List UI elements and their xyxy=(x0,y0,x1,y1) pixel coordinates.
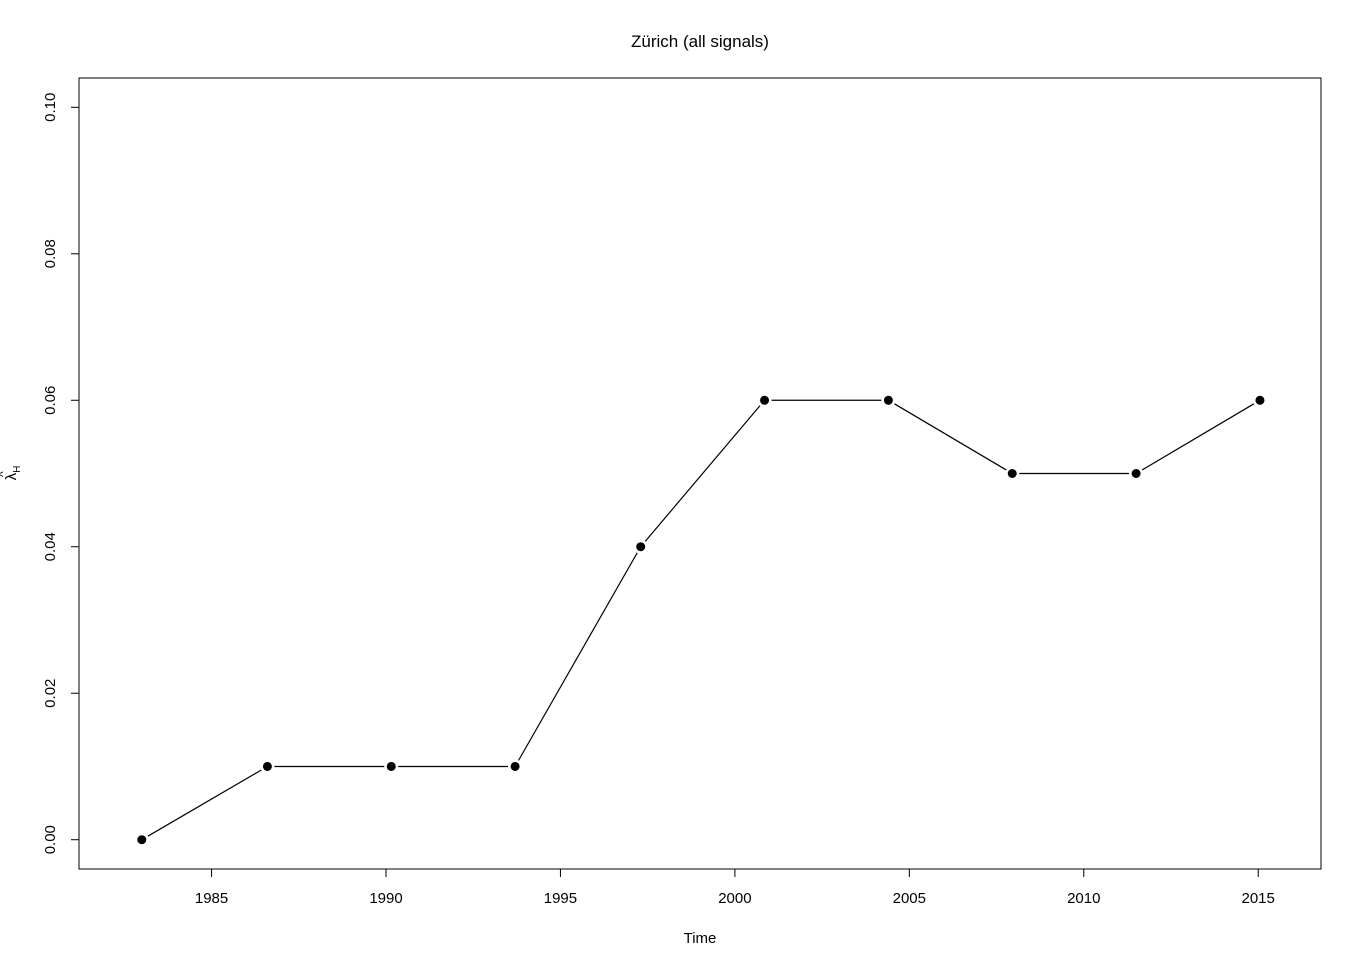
x-tick-label: 1995 xyxy=(544,890,577,907)
series-segment xyxy=(147,769,262,837)
series-segment xyxy=(1141,403,1255,471)
y-tick-label: 0.00 xyxy=(42,825,59,854)
data-point xyxy=(883,395,893,405)
data-point xyxy=(1007,469,1017,478)
svg-text:λH: λH xyxy=(3,466,23,481)
x-tick-label: 2010 xyxy=(1067,890,1100,907)
data-point xyxy=(1255,395,1265,405)
data-point xyxy=(636,542,646,552)
x-axis-label: Time xyxy=(684,930,717,947)
x-tick-label: 2005 xyxy=(893,890,926,907)
series-group xyxy=(137,395,1265,845)
y-tick-label: 0.06 xyxy=(42,386,59,415)
y-axis-label: λH ^ xyxy=(0,466,23,481)
data-point xyxy=(386,761,396,771)
series-segment xyxy=(518,552,638,761)
x-tick-label: 2015 xyxy=(1242,890,1275,907)
series-segment xyxy=(894,403,1007,471)
y-tick-label: 0.02 xyxy=(42,679,59,708)
x-tick-label: 1985 xyxy=(195,890,228,907)
data-point xyxy=(760,395,770,405)
series-segment xyxy=(644,405,761,542)
data-point xyxy=(137,835,147,845)
y-axis: 0.00 0.02 0.04 0.06 0.08 0.10 xyxy=(42,93,80,854)
data-point xyxy=(262,761,272,771)
chart-title: Zürich (all signals) xyxy=(631,32,769,51)
y-axis-label-symbol: λ xyxy=(3,472,20,480)
y-tick-label: 0.08 xyxy=(42,239,59,268)
y-tick-label: 0.04 xyxy=(42,532,59,561)
data-point xyxy=(1131,469,1141,478)
y-axis-label-hat: ^ xyxy=(0,471,10,477)
y-axis-label-subscript: H xyxy=(12,466,23,473)
x-tick-label: 1990 xyxy=(369,890,402,907)
x-tick-label: 2000 xyxy=(718,890,751,907)
x-axis: 1985 1990 1995 2000 2005 2010 2015 xyxy=(195,868,1275,907)
data-point xyxy=(510,761,520,771)
y-tick-label: 0.10 xyxy=(42,93,59,122)
